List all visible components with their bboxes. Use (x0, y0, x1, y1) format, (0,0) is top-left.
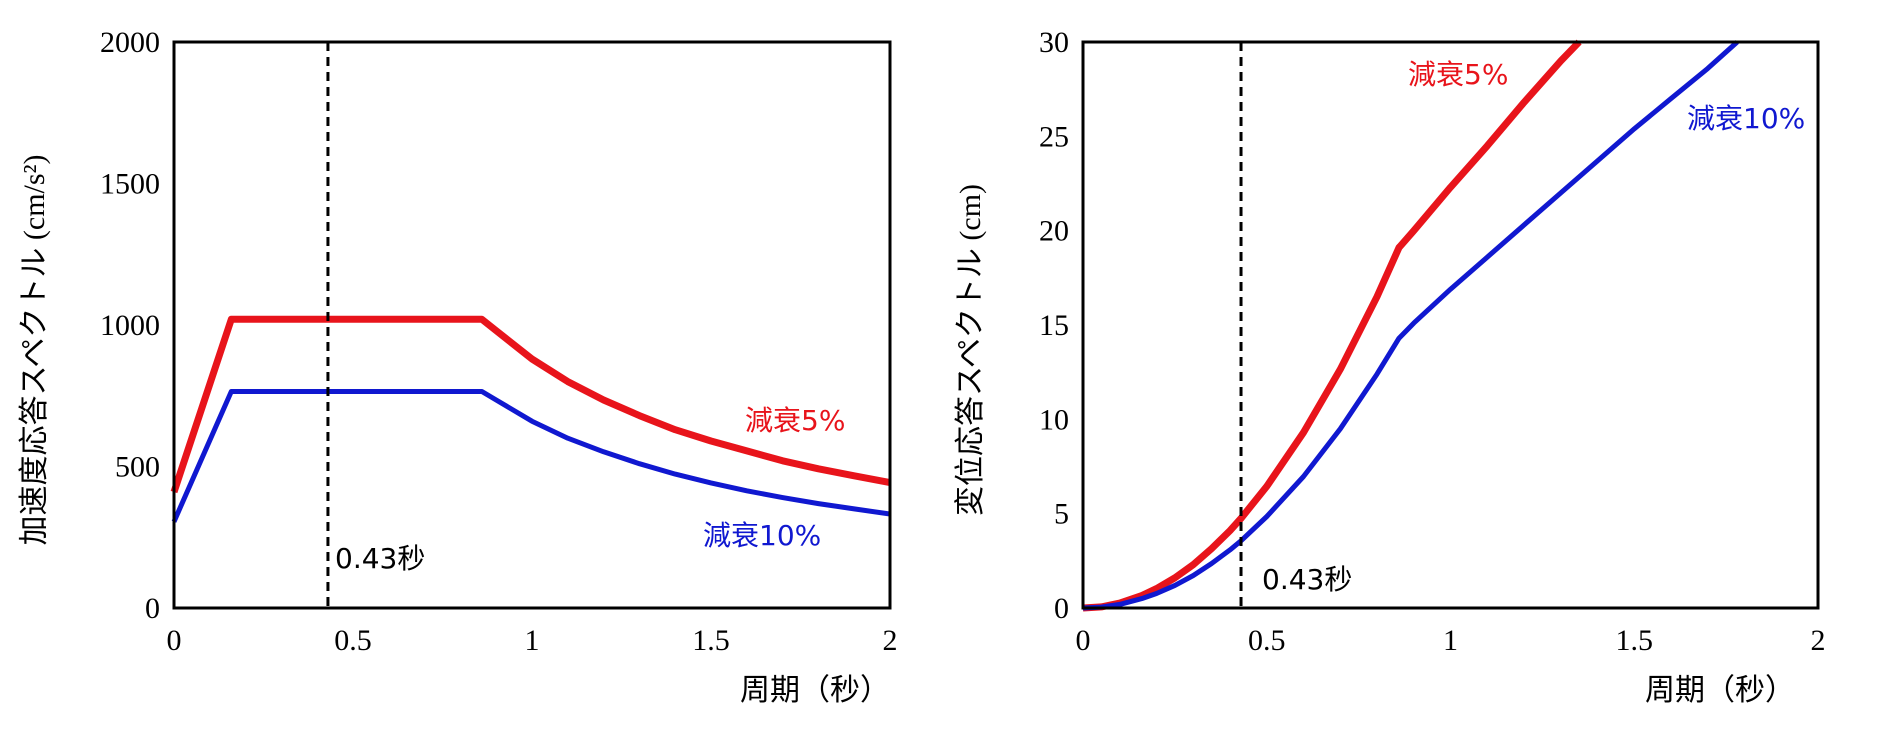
displacement-y-tick-label: 10 (1039, 403, 1069, 436)
acceleration-x-tick-label: 1.5 (692, 624, 730, 657)
displacement-y-tick-label: 15 (1039, 309, 1069, 342)
acceleration-y-axis-title: 加速度応答スペクトル (cm/s²) (18, 154, 51, 545)
acceleration-y-tick-label: 500 (115, 451, 160, 484)
displacement-reference-line-label: 0.43秒 (1262, 563, 1352, 596)
displacement-plot-frame (1081, 40, 1820, 610)
displacement-series-lines (1082, 39, 1739, 612)
displacement-y-tick-label: 0 (1054, 592, 1069, 625)
acceleration-y-tick-label: 1500 (100, 168, 160, 201)
displacement-y-tick-label: 5 (1054, 498, 1069, 531)
displacement-x-tick-label: 0 (1076, 624, 1091, 657)
acceleration-x-axis-title: 周期（秒） (740, 674, 890, 707)
acceleration-x-tick-label: 0.5 (334, 624, 372, 657)
acceleration-y-tick-label: 2000 (100, 26, 160, 59)
acceleration-plot-frame (172, 40, 892, 610)
displacement-y-tick-label: 25 (1039, 120, 1069, 153)
acceleration-x-tick-label: 2 (883, 624, 898, 657)
displacement-x-tick-label: 2 (1811, 624, 1826, 657)
displacement-label-damping-5: 減衰5% (1408, 58, 1508, 91)
acceleration-spectrum-chart: 0 0.5 1 1.5 2 0 500 1000 1500 2000 周期（秒） 加速度応答スペク… (18, 26, 898, 707)
displacement-y-axis-title: 変位応答スペクトル (cm) (954, 184, 987, 516)
displacement-label-damping-10: 減衰10% (1687, 102, 1805, 135)
displacement-x-tick-label: 0.5 (1248, 624, 1286, 657)
displacement-x-tick-label: 1 (1443, 624, 1458, 657)
acceleration-y-tick-label: 1000 (100, 309, 160, 342)
acceleration-series-lines (170, 315, 891, 523)
displacement-x-tick-label: 1.5 (1616, 624, 1654, 657)
displacement-y-tick-label: 20 (1039, 215, 1069, 248)
acceleration-reference-line-label: 0.43秒 (335, 542, 425, 575)
displacement-x-axis-title: 周期（秒） (1645, 674, 1795, 707)
acceleration-x-tick-label: 1 (525, 624, 540, 657)
displacement-series-line-damping-5 (1082, 39, 1582, 612)
displacement-y-tick-label: 30 (1039, 26, 1069, 59)
displacement-series-line-damping-10 (1082, 40, 1739, 611)
acceleration-series-line-damping-5 (170, 315, 891, 494)
acceleration-label-damping-10: 減衰10% (703, 519, 821, 552)
acceleration-label-damping-5: 減衰5% (745, 404, 845, 437)
acceleration-series-line-damping-10 (171, 389, 891, 523)
acceleration-y-tick-label: 0 (145, 592, 160, 625)
acceleration-tick-labels: 0 0.5 1 1.5 2 0 500 1000 1500 2000 (100, 26, 898, 657)
acceleration-x-tick-label: 0 (167, 624, 182, 657)
